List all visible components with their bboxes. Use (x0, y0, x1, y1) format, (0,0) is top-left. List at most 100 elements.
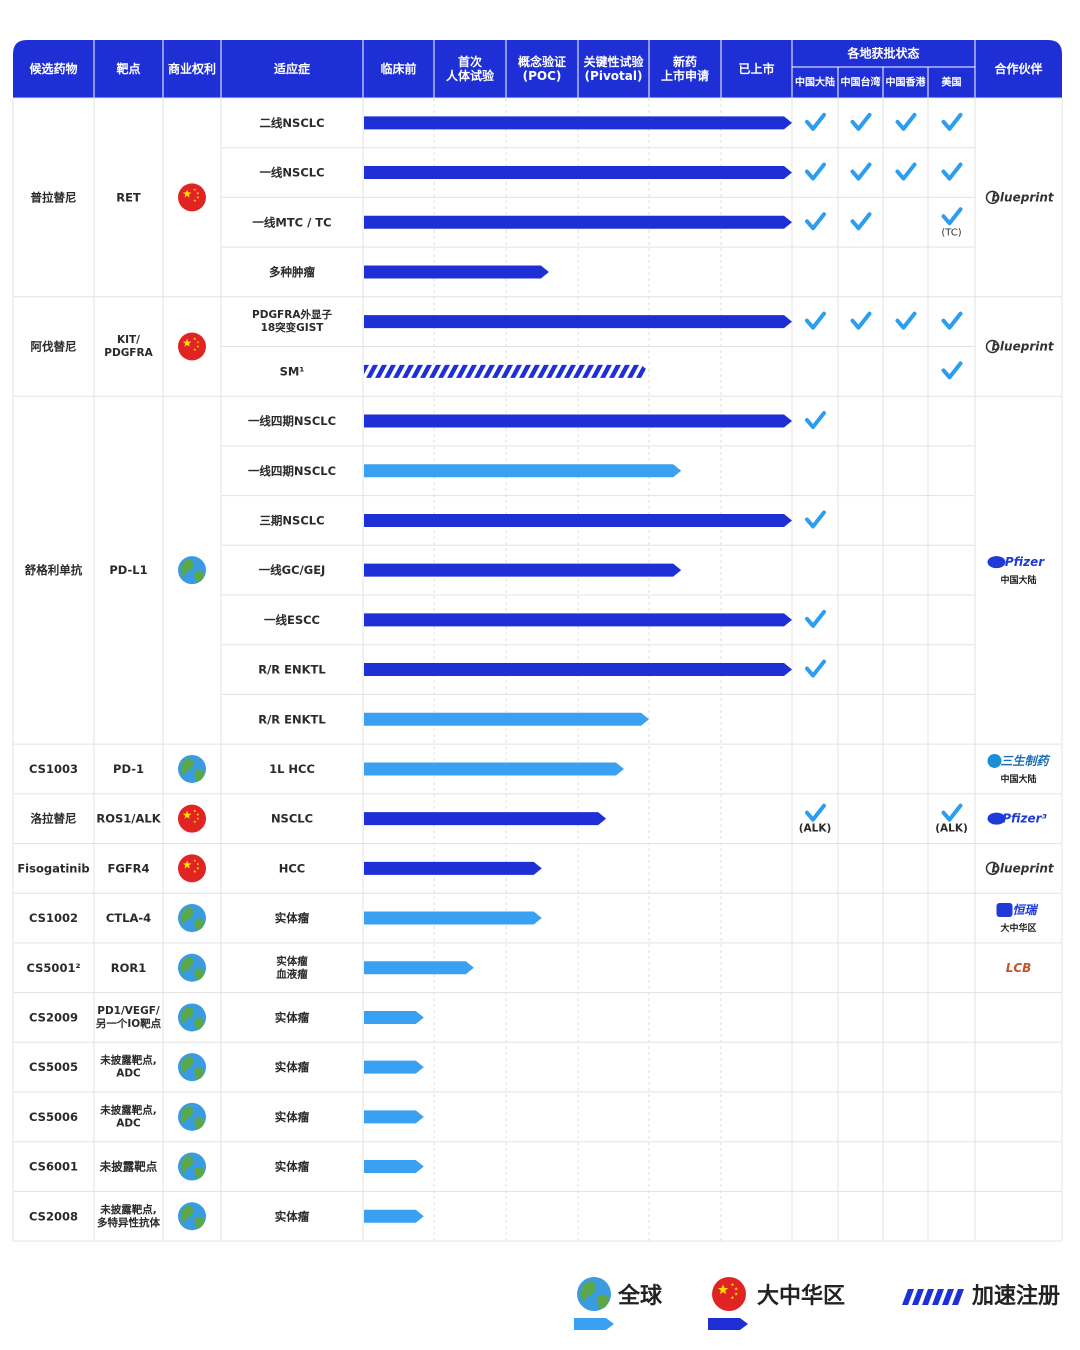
legend-global-label: 全球 (617, 1283, 663, 1309)
flag-star (193, 198, 197, 202)
hengrui-mark (996, 903, 1013, 918)
legend-accelerated-label: 加速注册 (971, 1283, 1060, 1309)
progress-bar (364, 513, 792, 527)
global-rights-icon (178, 1202, 206, 1231)
3sbio-mark (987, 753, 1002, 768)
progress-bar (364, 762, 624, 776)
partner-sub-label: 中国大陆 (1000, 574, 1036, 586)
drug-name: CS5005 (29, 1060, 78, 1074)
approval-check (805, 510, 826, 529)
globe-land (194, 570, 205, 583)
globe-land (580, 1281, 596, 1303)
drug-target: PD1/VEGF/另一个IO靶点 (96, 1005, 162, 1030)
flag-circle (178, 183, 206, 212)
legend-hatch-stripe (912, 1289, 924, 1305)
header-stage-label: 临床前 (380, 61, 416, 76)
indication-label: 实体瘤 (275, 1159, 310, 1173)
china-rights-icon (178, 854, 206, 883)
drug-target: 未披露靶点 (99, 1159, 158, 1173)
globe-land (194, 1167, 205, 1180)
flag-star (196, 866, 200, 870)
legend-china-icon (712, 1277, 746, 1311)
partner-sub-label: 大中华区 (1000, 922, 1036, 934)
flag-star (193, 809, 197, 813)
indication-label: 三期NSCLC (259, 513, 324, 527)
legend-accelerated-icon (902, 1289, 964, 1305)
header-stage-label: 概念验证(POC) (518, 54, 566, 83)
blueprint-mark (985, 190, 1000, 205)
approval-note: (ALK) (935, 823, 968, 835)
flag-circle (178, 332, 206, 361)
approval-check (941, 162, 963, 181)
drug-name: CS1002 (29, 911, 78, 925)
approval-check (805, 411, 826, 430)
flag-star (193, 348, 197, 351)
header-col-label: 候选药物 (29, 61, 77, 76)
approval-check (941, 361, 963, 380)
progress-bar (364, 215, 792, 229)
indication-label: 一线四期NSCLC (248, 414, 336, 428)
flag-star (196, 191, 200, 195)
flag-star (730, 1295, 735, 1300)
global-rights-icon (178, 1053, 206, 1082)
drug-name: 普拉替尼 (31, 190, 77, 204)
flag-star (196, 862, 200, 866)
header-stage-label: 新药上市申请 (661, 54, 709, 83)
flag-circle (178, 804, 206, 833)
flag-star (196, 345, 200, 348)
global-rights-icon (178, 754, 206, 783)
global-rights-icon (178, 1003, 206, 1032)
approval-check (895, 162, 917, 181)
approval-check (850, 311, 872, 330)
approval-check (805, 659, 826, 678)
legend-china-bar (708, 1318, 748, 1330)
drug-name: CS2008 (29, 1209, 78, 1223)
drug-name: 舒格利单抗 (25, 563, 83, 577)
progress-bar (364, 1110, 424, 1124)
drug-target: CTLA-4 (106, 911, 151, 925)
drug-name: CS6001 (29, 1159, 78, 1173)
flag-star (193, 188, 197, 191)
drug-target: RET (116, 190, 141, 204)
flag-circle (178, 854, 206, 883)
approval-check (895, 311, 917, 330)
global-rights-icon (178, 556, 206, 585)
flag-star (734, 1287, 738, 1291)
drug-target: PD-1 (113, 761, 144, 775)
progress-bar (364, 166, 792, 180)
flag-star (182, 810, 192, 819)
blueprint-mark (985, 861, 1000, 876)
partner-logo: LCB (1006, 960, 1032, 974)
approval-note: (TC) (941, 227, 961, 238)
flag-star (193, 869, 197, 873)
drug-target: FGFR4 (107, 861, 149, 875)
progress-bar (364, 712, 649, 726)
header-region-label: 中国大陆 (795, 76, 835, 89)
legend-hatch-stripe (942, 1289, 954, 1305)
globe-land (194, 1216, 205, 1229)
header-stage-label: 首次人体试验 (446, 54, 495, 83)
approval-check (805, 803, 826, 822)
globe-land (180, 957, 194, 975)
partner-name: 恒瑞 (1012, 903, 1038, 917)
partner-logo: Pfizer³ (987, 811, 1048, 825)
indication-label: NSCLC (271, 811, 313, 825)
legend-hatch-stripe (932, 1289, 944, 1305)
drug-target: 未披露靶点, ADC (99, 1103, 157, 1129)
progress-bar (364, 961, 474, 975)
partner-name: Pfizer (1005, 555, 1045, 569)
indication-label: HCC (279, 861, 306, 875)
legend-china-label: 大中华区 (757, 1283, 845, 1309)
indication-label: PDGFRA外显子 18突变GIST (252, 308, 332, 334)
approval-check (850, 212, 872, 231)
approval-check (805, 112, 826, 131)
indication-label: 二线NSCLC (259, 115, 324, 129)
progress-bar (364, 911, 542, 925)
header-stage-label: 已上市 (738, 61, 774, 76)
globe-land (180, 758, 194, 776)
flag-star (182, 860, 192, 869)
flag-star (193, 820, 197, 823)
globe-land (194, 918, 205, 931)
progress-bar (364, 414, 792, 428)
indication-label: 一线MTC / TC (252, 215, 331, 229)
